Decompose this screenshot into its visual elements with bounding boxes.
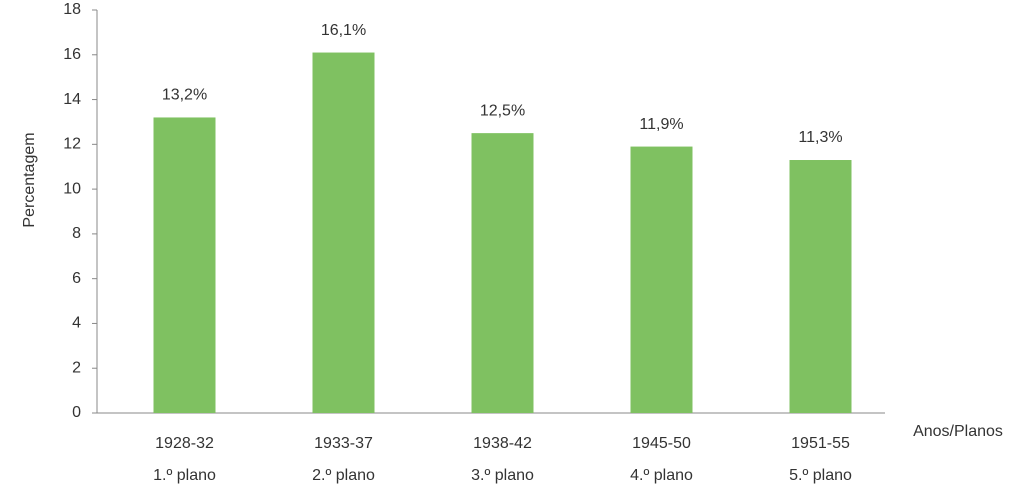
y-tick-label: 10 [63, 180, 81, 197]
bar [153, 117, 216, 413]
x-tick-label: 3.º plano [471, 467, 534, 484]
y-tick-label: 14 [63, 91, 81, 108]
value-label: 13,2% [162, 87, 207, 104]
value-label: 12,5% [480, 102, 525, 119]
y-tick-label: 4 [72, 315, 81, 332]
x-tick-label: 2.º plano [312, 467, 375, 484]
y-tick-label: 12 [63, 136, 81, 153]
x-tick-label: 1938-42 [473, 435, 532, 452]
y-tick-label: 16 [63, 46, 81, 63]
x-tick-label: 1928-32 [155, 435, 214, 452]
x-axis-label: Anos/Planos [913, 423, 1003, 440]
value-label: 16,1% [321, 22, 366, 39]
x-tick-label: 1951-55 [791, 435, 850, 452]
value-label: 11,3% [798, 129, 842, 146]
x-tick-label: 1.º plano [153, 467, 216, 484]
x-tick-label: 5.º plano [789, 467, 852, 484]
y-axis-label: Percentagem [21, 132, 38, 227]
y-tick-label: 8 [72, 225, 81, 242]
x-tick-label: 4.º plano [630, 467, 693, 484]
bar [630, 146, 693, 414]
y-tick-label: 18 [63, 1, 81, 18]
x-tick-label: 1933-37 [314, 435, 373, 452]
y-tick-label: 0 [72, 404, 81, 421]
y-tick-label: 6 [72, 270, 81, 287]
bar [471, 133, 534, 413]
y-tick-label: 2 [72, 359, 81, 376]
bar [789, 160, 852, 413]
x-tick-label: 1945-50 [632, 435, 691, 452]
value-label: 11,9% [639, 116, 683, 133]
bar [312, 52, 375, 414]
